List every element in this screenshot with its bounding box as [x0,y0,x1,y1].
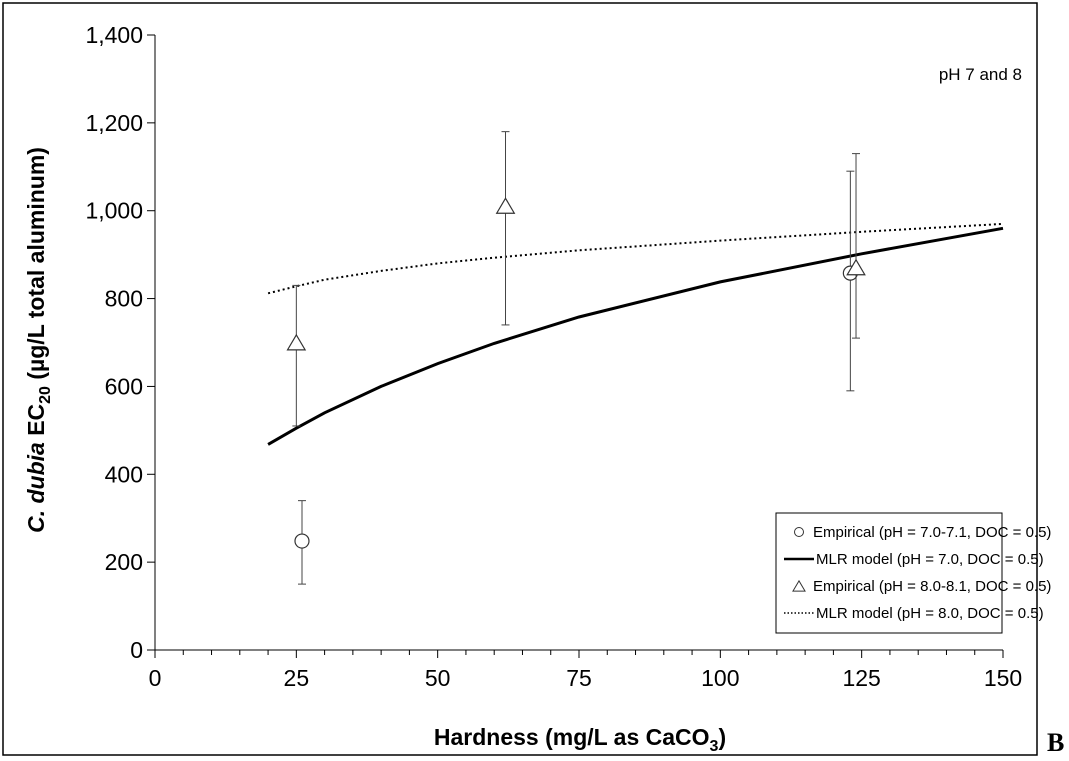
legend-label: MLR model (pH = 8.0, DOC = 0.5) [816,605,1044,622]
y-tick-label: 400 [105,461,143,487]
empirical-point-ph7 [295,534,309,548]
x-tick-label: 50 [425,665,451,691]
legend-label: Empirical (pH = 7.0-7.1, DOC = 0.5) [813,524,1051,541]
chart-annotation: pH 7 and 8 [939,65,1022,84]
chart-frame [3,3,1037,755]
x-tick-label: 125 [842,665,880,691]
y-tick-label: 600 [105,373,143,399]
x-tick-label: 75 [566,665,592,691]
y-tick-label: 0 [130,637,143,663]
x-tick-label: 150 [984,665,1022,691]
y-tick-label: 800 [105,286,143,312]
y-tick-label: 200 [105,549,143,575]
legend-label: MLR model (pH = 7.0, DOC = 0.5) [816,551,1044,568]
y-tick-label: 1,200 [85,110,143,136]
x-tick-label: 25 [284,665,310,691]
x-tick-label: 100 [701,665,739,691]
legend-label: Empirical (pH = 8.0-8.1, DOC = 0.5) [813,578,1051,595]
y-tick-label: 1,400 [85,22,143,48]
legend-circle-marker [795,528,804,537]
panel-letter: B [1047,728,1064,758]
y-tick-label: 1,000 [85,198,143,224]
x-tick-label: 0 [149,665,162,691]
